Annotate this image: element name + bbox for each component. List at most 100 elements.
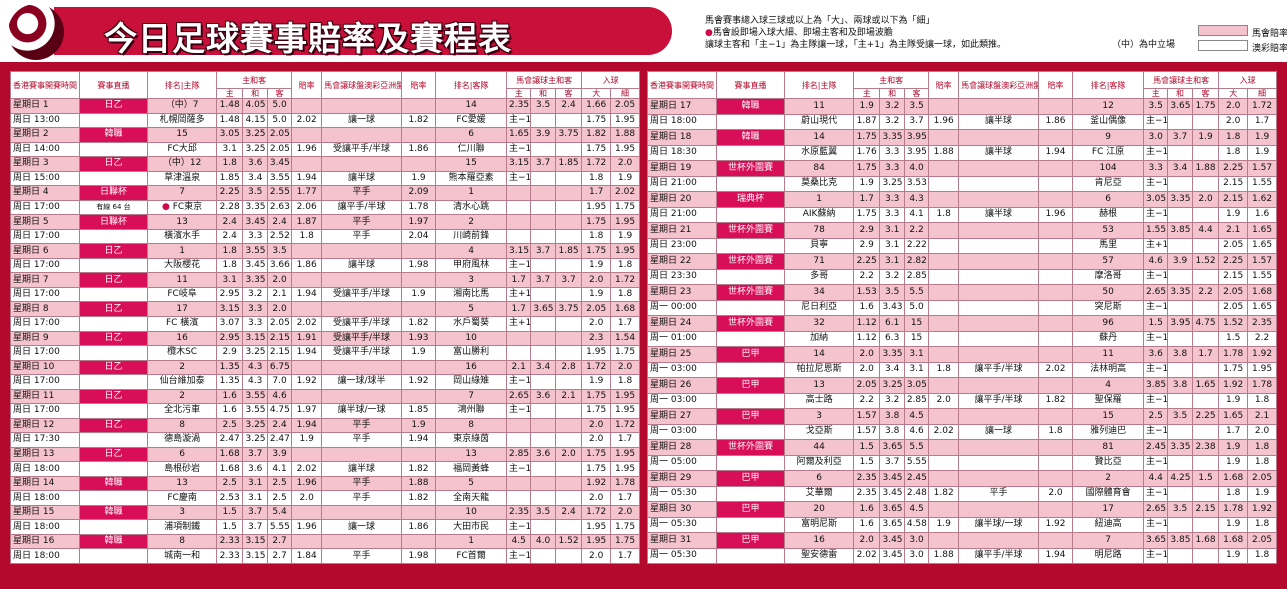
odds-cell: 1.8 (928, 206, 960, 223)
odds-cell (291, 533, 323, 550)
odds-cell (1167, 144, 1193, 161)
odds-cell: 1.8 (928, 361, 960, 378)
odds-cell: 1.88 (400, 475, 437, 492)
odds-cell: 2.85 (903, 392, 930, 409)
home-rank: 14 (784, 129, 854, 146)
away-rank: 50 (1072, 284, 1145, 301)
odds-cell (291, 504, 323, 521)
col-handicap: 馬會讓球盤澳彩亞洲盤 (321, 71, 402, 99)
odds-cell: 1.78 (1218, 346, 1249, 363)
odds-cell: 3.7 (242, 519, 268, 535)
odds-cell: 3.1 (215, 141, 244, 158)
odds-cell: 1.52 (554, 533, 583, 550)
odds-cell: 2.47 (266, 432, 293, 448)
odds-cell: 讓平手/半球 (958, 361, 1039, 378)
tv-note (715, 454, 786, 471)
odds-cell: 1.72 (581, 504, 612, 521)
odds-cell: 2.48 (903, 485, 930, 502)
col-hcp-hda: 馬會讓球主和客 (506, 71, 583, 89)
odds-cell: 1.97 (400, 214, 437, 230)
kickoff-time: 周日 23:00 (647, 237, 717, 254)
odds-cell: 3.07 (215, 315, 244, 332)
match-row-hkjc: 星期日 15 韓職 3 1.5 3.7 5.4 10 2.35 3.5 2.4 1.72 2.0 (10, 504, 640, 521)
away-rank: 10 (435, 330, 508, 347)
odds-cell (958, 253, 1039, 270)
match-row-hkjc: 星期日 22 世杯外圍賽 71 2.25 3.1 2.82 57 4.6 3.9 1.52 2.25… (647, 253, 1277, 270)
odds-cell: 2.15 (1218, 268, 1249, 285)
odds-cell: 3.66 (266, 257, 293, 274)
home-rank: 14 (784, 346, 854, 363)
odds-cell (1037, 98, 1074, 115)
home-team: 戈亞斯 (784, 423, 854, 440)
tv-note (715, 516, 786, 533)
odds-cell: 2.0 (928, 392, 960, 409)
odds-cell: 1.8 (1247, 516, 1277, 533)
odds-cell: 主−1 (506, 519, 532, 535)
away-team: 東京綠茵 (435, 432, 508, 448)
odds-cell: 3.85 (1167, 222, 1193, 239)
kickoff-time: 周日 18:00 (10, 461, 80, 477)
odds-cell (928, 377, 960, 394)
col-big: 大 (1218, 88, 1249, 99)
home-team-name: 尼日利亞 (801, 302, 838, 313)
home-team: 富明尼斯 (784, 516, 854, 533)
odds-cell (506, 490, 532, 506)
odds-cell: 1.7 (610, 490, 640, 506)
note-goals: 馬會賽事總入球三球或以上為「大」、兩球或以下為「細」 (705, 16, 935, 26)
odds-cell: 2.02 (291, 112, 323, 129)
odds-cell (554, 228, 583, 245)
odds-cell (958, 98, 1039, 115)
odds-cell: 2.4 (266, 417, 293, 434)
home-team-name: FC 橫濱 (165, 318, 199, 329)
odds-cell: 1.94 (400, 432, 437, 448)
odds-cell (1037, 191, 1074, 208)
odds-cell (1191, 392, 1220, 409)
home-team: 貝寧 (784, 237, 854, 254)
tv-note (715, 175, 786, 192)
odds-cell: 2.0 (1218, 98, 1249, 115)
odds-cell: 1.8 (1218, 129, 1249, 146)
col-a: 客 (266, 88, 293, 99)
odds-cell: 主−1 (1143, 361, 1169, 378)
odds-cell: 平手 (321, 214, 402, 230)
odds-cell: 1.9 (291, 432, 323, 448)
odds-cell (958, 470, 1039, 487)
odds-cell: 3.5 (242, 185, 268, 201)
odds-cell: 主−1 (506, 374, 532, 390)
match-row-hkjc: 星期日 25 巴甲 14 2.0 3.35 3.1 11 3.6 3.8 1.7 1.78 1.92 (647, 346, 1277, 363)
col-h2: 主 (506, 88, 532, 99)
col-hda: 主和客 (852, 71, 930, 89)
odds-cell: 1.9 (400, 417, 437, 434)
odds-cell: 1.98 (400, 257, 437, 274)
odds-cell: 2.0 (266, 301, 293, 317)
home-rank: 8 (147, 533, 217, 550)
odds-cell: 3.05 (903, 377, 930, 394)
odds-cell (506, 199, 532, 216)
odds-cell: 1.86 (400, 519, 437, 535)
odds-cell: 1.78 (400, 199, 437, 216)
tv-note (715, 485, 786, 502)
odds-cell: 3.4 (242, 170, 268, 187)
col-a: 客 (903, 88, 930, 99)
odds-cell: 1.9 (581, 374, 612, 390)
odds-cell: 受讓平手/半球 (321, 345, 402, 361)
odds-cell: 2.0 (610, 359, 640, 376)
odds-cell (530, 403, 556, 419)
odds-cell (291, 388, 323, 405)
odds-cell (928, 346, 960, 363)
odds-cell: 2.38 (1191, 439, 1220, 456)
kickoff-time: 周一 05:30 (647, 485, 717, 502)
odds-cell (291, 127, 323, 143)
odds-cell: 1.7 (1247, 113, 1277, 130)
away-team: 甲府風林 (435, 257, 508, 274)
odds-cell: 3.45 (242, 257, 268, 274)
odds-cell: 2.1 (506, 359, 532, 376)
home-team-name: 帕拉尼恩斯 (796, 364, 842, 375)
odds-cell (400, 301, 437, 317)
odds-cell: 2.15 (1218, 191, 1249, 208)
away-team: 川崎前鋒 (435, 228, 508, 245)
odds-cell (928, 129, 960, 146)
odds-cell: 1.68 (610, 301, 640, 317)
away-team: 明尼路 (1072, 547, 1145, 564)
odds-cell: 1.55 (1247, 175, 1277, 192)
